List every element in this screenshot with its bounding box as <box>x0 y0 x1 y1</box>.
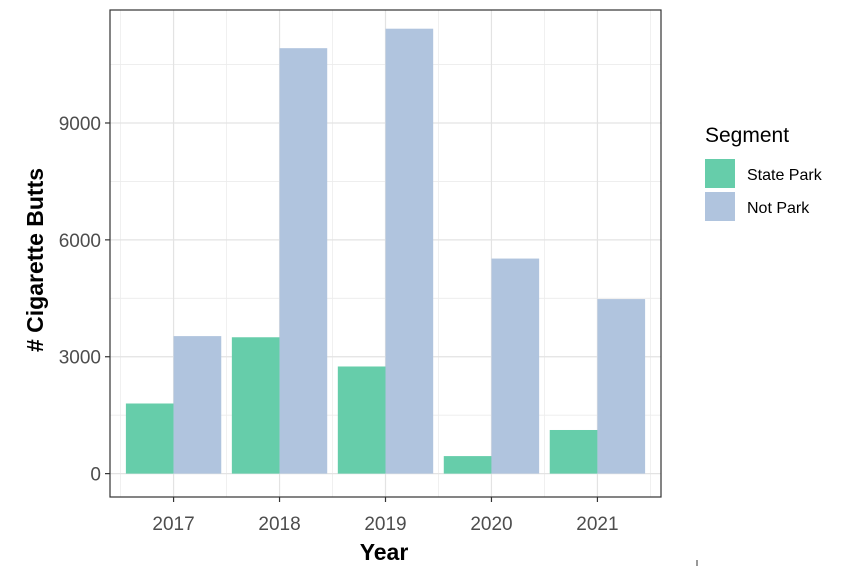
legend-label: State Park <box>747 167 823 184</box>
y-axis-title: # Cigarette Butts <box>22 168 48 352</box>
legend-items: State Park Not Park <box>705 159 823 221</box>
bar-state-park-2018 <box>231 337 280 474</box>
legend-title: Segment <box>705 124 789 147</box>
x-tick-label: 2021 <box>576 514 618 535</box>
x-axis: 2017 2018 2019 2020 2021 <box>152 497 619 535</box>
x-tick-label: 2017 <box>152 514 194 535</box>
bar-state-park-2021 <box>549 429 598 474</box>
bar-state-park-2019 <box>337 366 386 474</box>
bar-state-park-2020 <box>443 456 492 474</box>
bar-not-park-2018 <box>279 48 328 474</box>
x-tick-label: 2018 <box>258 514 300 535</box>
bars <box>125 28 646 474</box>
legend-key-state-park <box>705 159 735 188</box>
legend-key-not-park <box>705 192 735 221</box>
y-tick-label: 9000 <box>59 114 101 135</box>
bar-not-park-2017 <box>173 336 222 474</box>
legend: Segment State Park Not Park <box>705 124 823 221</box>
bar-not-park-2020 <box>491 258 540 474</box>
y-axis: 0 3000 6000 9000 <box>59 114 110 486</box>
x-axis-title: Year <box>360 539 409 565</box>
y-tick-label: 6000 <box>59 231 101 252</box>
bar-not-park-2021 <box>597 299 646 474</box>
minor-gridlines <box>110 10 661 497</box>
y-tick-label: 3000 <box>59 348 101 369</box>
bar-state-park-2017 <box>125 403 174 474</box>
x-tick-label: 2020 <box>470 514 512 535</box>
x-tick-label: 2019 <box>364 514 406 535</box>
y-tick-label: 0 <box>90 465 101 486</box>
legend-label: Not Park <box>747 200 810 217</box>
bar-not-park-2019 <box>385 28 434 474</box>
